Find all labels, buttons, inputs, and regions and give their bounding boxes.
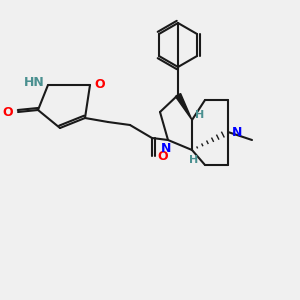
Text: O: O bbox=[157, 149, 168, 163]
Text: N: N bbox=[161, 142, 171, 155]
Text: H: H bbox=[189, 155, 199, 165]
Text: H: H bbox=[195, 110, 205, 120]
Polygon shape bbox=[176, 94, 192, 120]
Text: O: O bbox=[94, 77, 105, 91]
Text: N: N bbox=[232, 125, 242, 139]
Text: HN: HN bbox=[24, 76, 45, 89]
Text: O: O bbox=[2, 106, 13, 118]
